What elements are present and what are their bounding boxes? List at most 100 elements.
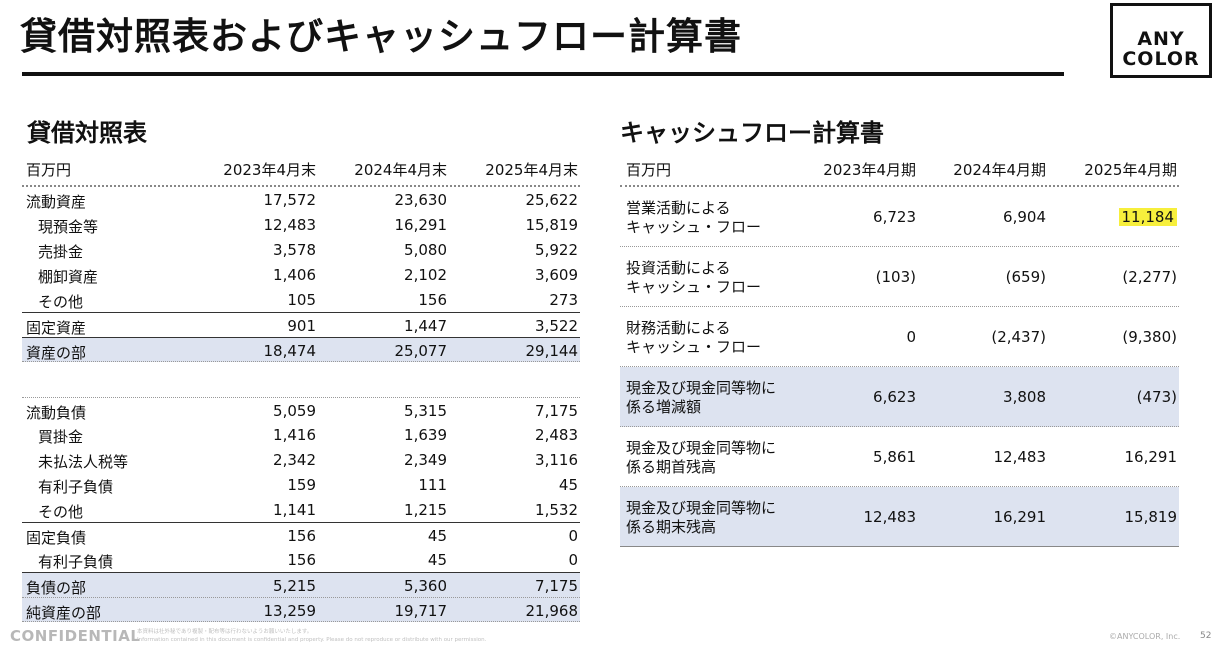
- row-label: 現預金等: [38, 218, 99, 236]
- column-header: 2025年4月末: [485, 161, 578, 179]
- row-label: 固定負債: [26, 529, 87, 547]
- cell-value: 25,622: [525, 191, 579, 209]
- row-label-line-1: 現金及び現金同等物に: [626, 439, 777, 457]
- cell-value: 3,609: [535, 266, 578, 284]
- row-label: その他: [38, 293, 84, 311]
- logo-line-2: COLOR: [1122, 48, 1200, 70]
- cell-value: 23,630: [394, 191, 448, 209]
- balance-sheet-title: 貸借対照表: [27, 119, 147, 147]
- cell-value: 156: [418, 291, 447, 309]
- cell-value: 19,717: [394, 602, 448, 620]
- row-label: 資産の部: [26, 344, 87, 362]
- row-label: 売掛金: [38, 243, 84, 261]
- cell-value: 6,623: [873, 388, 916, 406]
- row-label: 純資産の部: [26, 604, 102, 622]
- table-row: 流動資産 17,572 23,630 25,622: [22, 187, 580, 212]
- logo-line-1: ANY: [1137, 28, 1185, 50]
- cell-value: 18,474: [263, 342, 317, 360]
- column-header: 2025年4月期: [1084, 161, 1177, 179]
- row-label: 固定資産: [26, 319, 87, 337]
- table-row: 固定負債 156 45 0: [22, 522, 580, 547]
- table-row: 財務活動による キャッシュ・フロー 0 (2,437) (9,380): [620, 307, 1179, 367]
- row-label-line-2: キャッシュ・フロー: [626, 338, 762, 356]
- cell-value: 16,291: [993, 508, 1047, 526]
- cell-value: 12,483: [263, 216, 317, 234]
- cell-value: 1,215: [404, 501, 447, 519]
- table-row: 売掛金 3,578 5,080 5,922: [22, 237, 580, 262]
- cell-value: 1,406: [273, 266, 316, 284]
- cell-value: 45: [427, 527, 447, 545]
- row-label: 未払法人税等: [38, 453, 129, 471]
- row-label-line-1: 営業活動による: [626, 199, 731, 217]
- cell-value: 1,416: [273, 426, 316, 444]
- cell-value: 3,522: [535, 317, 578, 335]
- cell-value: 3,578: [273, 241, 316, 259]
- table-row: 有利子負債 156 45 0: [22, 547, 580, 572]
- fine-print-line-2: Information contained in this document i…: [137, 637, 487, 643]
- cell-value: (473): [1136, 388, 1177, 406]
- cell-value: 6,904: [1003, 208, 1046, 226]
- column-header: 2023年4月期: [823, 161, 916, 179]
- cell-value: 29,144: [525, 342, 579, 360]
- cell-value: 1,532: [535, 501, 578, 519]
- cell-value: 6,723: [873, 208, 916, 226]
- table-row: 営業活動による キャッシュ・フロー 6,723 6,904 11,184: [620, 187, 1179, 247]
- cell-value: 5,080: [404, 241, 447, 259]
- cell-value: 3,808: [1003, 388, 1046, 406]
- row-label-line-1: 現金及び現金同等物に: [626, 499, 777, 517]
- cell-value: 0: [906, 328, 916, 346]
- cash-flow-table: 百万円 2023年4月期 2024年4月期 2025年4月期 営業活動による キャ…: [620, 155, 1179, 547]
- cell-value: 2,342: [273, 451, 316, 469]
- table-row: 有利子負債 159 111 45: [22, 472, 580, 497]
- row-label-line-1: 財務活動による: [626, 319, 731, 337]
- row-label: 負債の部: [26, 579, 87, 597]
- cell-value: 7,175: [535, 402, 578, 420]
- row-label: 財務活動による キャッシュ・フロー: [626, 319, 806, 357]
- cell-value: 5,922: [535, 241, 578, 259]
- table-header-row: 百万円 2023年4月末 2024年4月末 2025年4月末: [22, 155, 580, 187]
- cell-value: (2,277): [1122, 268, 1177, 286]
- row-label: その他: [38, 503, 84, 521]
- cell-value: 45: [427, 551, 447, 569]
- cell-value: (103): [875, 268, 916, 286]
- row-label: 流動資産: [26, 193, 87, 211]
- cell-value: 1,447: [404, 317, 447, 335]
- row-label: 有利子負債: [38, 478, 114, 496]
- row-label-line-2: 係る増減額: [626, 398, 702, 416]
- title-rule: [22, 72, 1064, 76]
- table-row: 未払法人税等 2,342 2,349 3,116: [22, 447, 580, 472]
- cell-value: 15,819: [525, 216, 579, 234]
- table-row: その他 105 156 273: [22, 287, 580, 312]
- cell-value: 273: [549, 291, 578, 309]
- table-spacer: [22, 362, 580, 397]
- table-row: 買掛金 1,416 1,639 2,483: [22, 422, 580, 447]
- row-label-line-2: 係る期末残高: [626, 518, 717, 536]
- unit-label: 百万円: [26, 161, 72, 179]
- fine-print-line-1: 本資料は社外秘であり複製・配布等は行わないようお願いいたします。: [137, 629, 313, 635]
- cell-value: 7,175: [535, 577, 578, 595]
- cell-value: 3,116: [535, 451, 578, 469]
- table-row: 投資活動による キャッシュ・フロー (103) (659) (2,277): [620, 247, 1179, 307]
- cell-value: 901: [287, 317, 316, 335]
- cash-flow-title: キャッシュフロー計算書: [620, 119, 884, 147]
- highlighted-cell-value: 11,184: [1118, 208, 1177, 226]
- row-label-line-2: キャッシュ・フロー: [626, 278, 762, 296]
- cell-value: 16,291: [394, 216, 448, 234]
- cell-value: 5,215: [273, 577, 316, 595]
- anycolor-logo: ANY COLOR: [1110, 3, 1212, 78]
- fine-print: 本資料は社外秘であり複製・配布等は行わないようお願いいたします。 Informa…: [137, 628, 486, 644]
- column-header: 2024年4月期: [953, 161, 1046, 179]
- cell-value: 1,141: [273, 501, 316, 519]
- row-label: 有利子負債: [38, 553, 114, 571]
- page-title: 貸借対照表およびキャッシュフロー計算書: [20, 15, 742, 58]
- cell-value: 21,968: [525, 602, 579, 620]
- row-label: 棚卸資産: [38, 268, 99, 286]
- row-label: 買掛金: [38, 428, 84, 446]
- row-label-line-1: 投資活動による: [626, 259, 731, 277]
- cell-value: 17,572: [263, 191, 317, 209]
- cell-value: 12,483: [863, 508, 917, 526]
- cell-value: (2,437): [991, 328, 1046, 346]
- table-row: 固定資産 901 1,447 3,522: [22, 312, 580, 337]
- table-row: 現金及び現金同等物に 係る期末残高 12,483 16,291 15,819: [620, 487, 1179, 547]
- cell-value: (9,380): [1122, 328, 1177, 346]
